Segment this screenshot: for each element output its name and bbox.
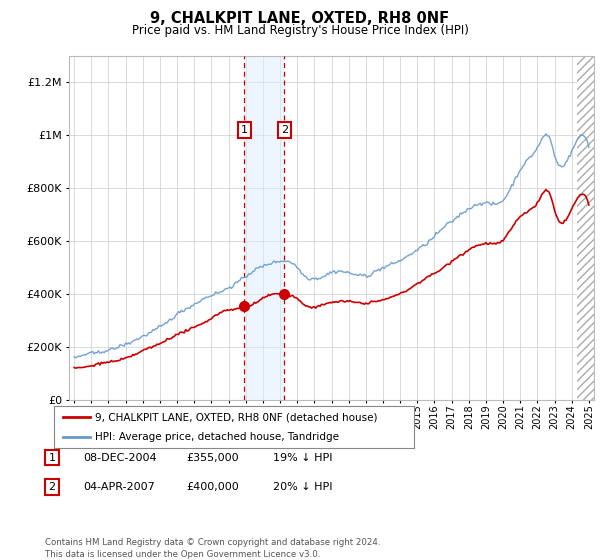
Text: Contains HM Land Registry data © Crown copyright and database right 2024.
This d: Contains HM Land Registry data © Crown c…: [45, 538, 380, 559]
Text: 9, CHALKPIT LANE, OXTED, RH8 0NF: 9, CHALKPIT LANE, OXTED, RH8 0NF: [151, 11, 449, 26]
Text: 19% ↓ HPI: 19% ↓ HPI: [273, 452, 332, 463]
Text: £400,000: £400,000: [186, 482, 239, 492]
Text: 04-APR-2007: 04-APR-2007: [83, 482, 155, 492]
Text: 08-DEC-2004: 08-DEC-2004: [83, 452, 157, 463]
Text: Price paid vs. HM Land Registry's House Price Index (HPI): Price paid vs. HM Land Registry's House …: [131, 24, 469, 36]
Text: 20% ↓ HPI: 20% ↓ HPI: [273, 482, 332, 492]
Text: HPI: Average price, detached house, Tandridge: HPI: Average price, detached house, Tand…: [95, 432, 340, 442]
Text: 1: 1: [241, 125, 248, 135]
Text: 9, CHALKPIT LANE, OXTED, RH8 0NF (detached house): 9, CHALKPIT LANE, OXTED, RH8 0NF (detach…: [95, 412, 378, 422]
Text: 2: 2: [281, 125, 288, 135]
Bar: [244, 56, 284, 400]
Text: £355,000: £355,000: [186, 452, 239, 463]
Text: 1: 1: [49, 452, 56, 463]
Text: 2: 2: [49, 482, 56, 492]
Bar: [577, 56, 594, 400]
